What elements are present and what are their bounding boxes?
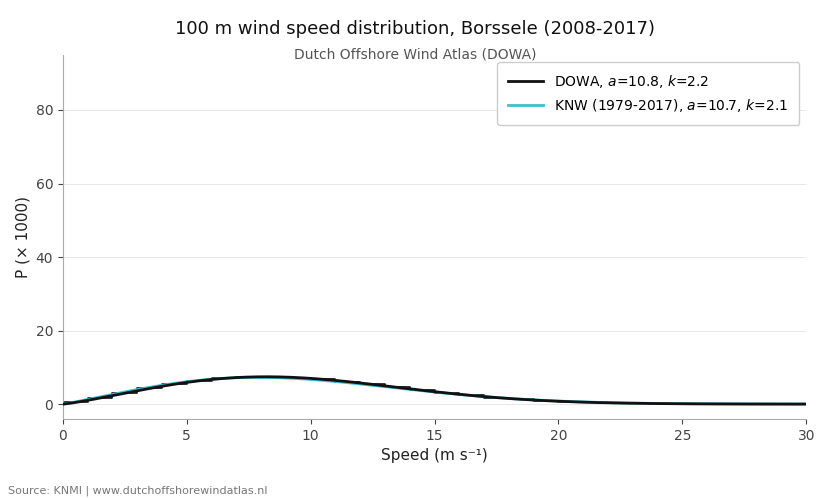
Text: Source: KNMI | www.dutchoffshorewindatlas.nl: Source: KNMI | www.dutchoffshorewindatla…: [8, 485, 268, 496]
Legend: DOWA, $a$=10.8, $k$=2.2, KNW (1979-2017), $a$=10.7, $k$=2.1: DOWA, $a$=10.8, $k$=2.2, KNW (1979-2017)…: [497, 62, 799, 125]
X-axis label: Speed (m s⁻¹): Speed (m s⁻¹): [381, 448, 488, 463]
Y-axis label: P (× 1000): P (× 1000): [15, 196, 30, 278]
Text: 100 m wind speed distribution, Borssele (2008-2017): 100 m wind speed distribution, Borssele …: [175, 20, 655, 38]
Text: Dutch Offshore Wind Atlas (DOWA): Dutch Offshore Wind Atlas (DOWA): [294, 47, 536, 61]
